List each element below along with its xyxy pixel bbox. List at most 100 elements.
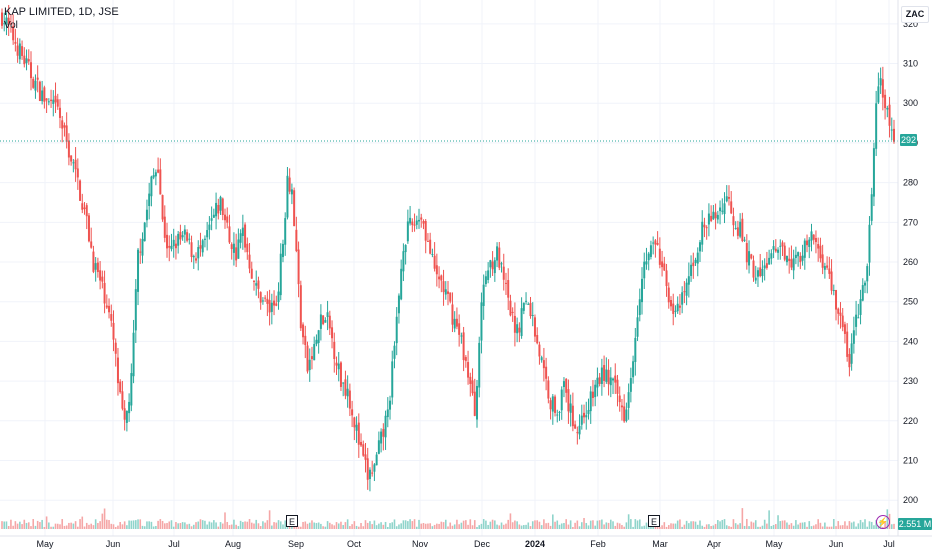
candle-body bbox=[362, 444, 365, 456]
volume-bar bbox=[282, 524, 284, 529]
candle-body bbox=[355, 424, 358, 431]
candle-body bbox=[620, 405, 623, 408]
volume-bar bbox=[409, 519, 411, 529]
candle-body bbox=[821, 254, 824, 268]
candle-body bbox=[351, 409, 354, 416]
volume-bar bbox=[204, 520, 206, 529]
volume-bar bbox=[543, 519, 545, 529]
candle-body bbox=[123, 408, 126, 420]
volume-bar bbox=[438, 523, 440, 529]
candle-body bbox=[879, 78, 882, 86]
volume-bar bbox=[413, 519, 416, 529]
candle-body bbox=[498, 247, 501, 268]
volume-bar bbox=[612, 521, 614, 529]
volume-bar bbox=[19, 521, 21, 529]
candle-body bbox=[386, 409, 389, 418]
candle-body bbox=[837, 308, 840, 314]
candle-body bbox=[63, 125, 66, 128]
volume-bar bbox=[201, 520, 204, 529]
candle-body bbox=[545, 366, 548, 379]
volume-bar bbox=[812, 525, 815, 529]
volume-bar bbox=[170, 520, 173, 529]
earnings-event-marker[interactable]: E bbox=[648, 515, 660, 527]
candle-body bbox=[727, 196, 730, 199]
currency-button[interactable]: ZAC bbox=[901, 6, 929, 23]
candle-body bbox=[313, 344, 316, 361]
time-tick-label: Jun bbox=[829, 539, 844, 549]
candle-body bbox=[683, 291, 686, 293]
volume-bar bbox=[230, 524, 233, 529]
volume-bar bbox=[407, 521, 409, 529]
candle-body bbox=[286, 175, 289, 218]
volume-bar bbox=[536, 520, 538, 529]
volume-bar bbox=[317, 522, 320, 529]
volume-bar bbox=[277, 520, 280, 529]
candle-body bbox=[76, 168, 79, 178]
candle-body bbox=[538, 344, 541, 357]
volume-bar bbox=[728, 526, 730, 529]
volume-bar bbox=[346, 519, 349, 529]
candle-body bbox=[101, 276, 104, 282]
volume-bar bbox=[56, 523, 59, 529]
volume-bar bbox=[534, 520, 536, 529]
volume-bar bbox=[81, 516, 84, 529]
volume-bar bbox=[549, 525, 552, 529]
volume-bar bbox=[219, 522, 222, 529]
volume-bar bbox=[890, 524, 893, 529]
volume-bar bbox=[235, 524, 237, 529]
candle-body bbox=[221, 198, 224, 216]
volume-bar bbox=[853, 521, 855, 529]
volume-bar bbox=[850, 522, 853, 529]
candle-body bbox=[168, 245, 171, 248]
candle-body bbox=[310, 356, 313, 360]
volume-bar bbox=[656, 526, 659, 529]
candle-body bbox=[277, 291, 280, 303]
volume-bar bbox=[632, 526, 634, 529]
volume-bar bbox=[244, 521, 246, 529]
volume-bar bbox=[5, 521, 8, 529]
time-tick-label: Dec bbox=[474, 539, 491, 549]
volume-bar bbox=[781, 520, 784, 529]
volume-bar bbox=[505, 523, 507, 529]
candle-body bbox=[259, 292, 262, 303]
candle-body bbox=[547, 380, 550, 399]
candle-body bbox=[3, 23, 6, 25]
volume-bar bbox=[159, 519, 162, 529]
candle-body bbox=[761, 268, 764, 277]
volume-bar bbox=[509, 513, 512, 529]
volume-bar bbox=[54, 523, 57, 529]
volume-bar bbox=[670, 523, 672, 529]
candle-body bbox=[442, 281, 445, 293]
volume-bar bbox=[237, 526, 240, 529]
candle-body bbox=[714, 212, 717, 219]
candle-body bbox=[571, 405, 574, 427]
candle-body bbox=[594, 384, 597, 398]
volume-bar bbox=[460, 522, 463, 529]
candle-body bbox=[785, 255, 788, 263]
candle-body bbox=[529, 302, 532, 317]
volume-bar bbox=[320, 523, 322, 529]
candle-body bbox=[464, 357, 467, 361]
candle-body bbox=[589, 391, 592, 412]
candle-body bbox=[54, 95, 57, 103]
volume-bar bbox=[351, 524, 353, 529]
candle-body bbox=[759, 267, 762, 277]
candle-body bbox=[765, 263, 768, 268]
volume-bar bbox=[759, 526, 761, 529]
volume-bar bbox=[690, 521, 692, 529]
earnings-event-marker[interactable]: E bbox=[286, 515, 298, 527]
volume-bar bbox=[451, 525, 454, 529]
candle-body bbox=[549, 400, 552, 410]
candle-body bbox=[748, 251, 751, 266]
volume-bar bbox=[529, 526, 532, 529]
candle-body bbox=[38, 81, 41, 102]
volume-bar bbox=[21, 524, 23, 529]
candle-body bbox=[306, 345, 309, 372]
lightning-icon[interactable]: ⚡ bbox=[876, 515, 890, 529]
candle-body bbox=[268, 300, 271, 313]
candle-body bbox=[752, 260, 755, 278]
volume-bar bbox=[643, 525, 646, 529]
candle-body bbox=[203, 238, 206, 240]
candle-body bbox=[846, 331, 849, 357]
